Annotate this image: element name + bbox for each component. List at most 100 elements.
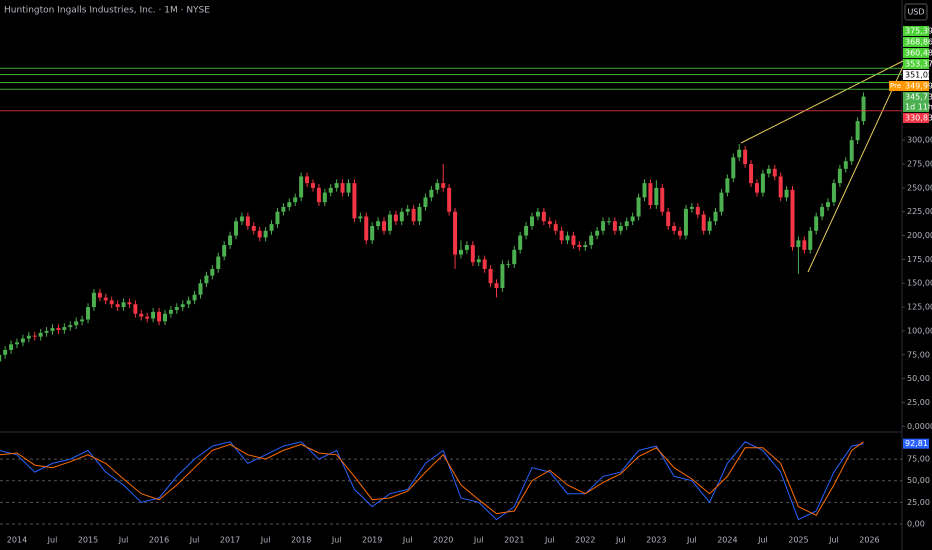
candle-body: [672, 226, 677, 231]
candle-body: [56, 328, 61, 330]
candle-body: [281, 206, 286, 212]
candle-body: [766, 168, 771, 174]
candle-body: [796, 240, 801, 247]
candle-body: [589, 235, 594, 246]
candle-body: [376, 221, 381, 227]
candle-body: [180, 304, 185, 308]
y-tick-label: 0,00: [907, 519, 925, 528]
candle-body: [535, 211, 540, 217]
candle-body: [524, 226, 529, 236]
candle-body: [447, 187, 452, 212]
price-label: 375,39: [905, 27, 932, 36]
candle-body: [648, 183, 653, 206]
price-label-box: [903, 70, 929, 80]
candle-body: [553, 224, 558, 231]
candle-body: [541, 211, 546, 222]
candle-body: [808, 230, 813, 250]
candle-body: [683, 208, 688, 236]
price-label: 353,37: [905, 60, 932, 69]
x-tick-label: Jul: [615, 536, 626, 545]
x-tick-label: Jul: [260, 536, 271, 545]
candle-body: [760, 173, 765, 193]
candle-body: [103, 297, 108, 301]
candle-body: [145, 316, 150, 319]
candle-body: [518, 235, 523, 250]
y-tick-label: 100,00: [907, 326, 932, 335]
candle-body: [571, 235, 576, 246]
candle-body: [228, 235, 233, 246]
countdown: 1d 11h: [905, 103, 932, 112]
currency[interactable]: USD: [907, 8, 924, 17]
countdown-box: [903, 102, 929, 112]
candle-body: [364, 216, 369, 241]
candle-body: [287, 202, 292, 207]
candle-body: [476, 259, 481, 263]
candle-body: [731, 157, 736, 179]
candle-body: [429, 189, 434, 198]
candle-body: [50, 328, 55, 331]
candle-body: [707, 221, 712, 231]
price-label-box: [903, 113, 929, 123]
candle-body: [577, 245, 582, 247]
candle-body: [133, 304, 138, 314]
x-tick-label: 2022: [575, 536, 595, 545]
candle-body: [790, 189, 795, 247]
candle-body: [204, 275, 209, 284]
price-tag: Pre: [890, 82, 901, 90]
candle-body: [435, 183, 440, 190]
candle-body: [417, 206, 422, 222]
candle-body: [198, 283, 203, 295]
candle-body: [74, 321, 79, 326]
candle-body: [0, 354, 2, 362]
candle-body: [725, 178, 730, 193]
candle-body: [826, 202, 831, 207]
price-label: 349,99: [905, 82, 932, 91]
x-tick-label: 2018: [291, 536, 311, 545]
currency-box[interactable]: [904, 3, 928, 21]
candle-body: [9, 344, 14, 350]
candle-body: [743, 149, 748, 165]
x-tick-label: 2020: [433, 536, 453, 545]
candle-body: [216, 256, 221, 269]
candle-body: [157, 311, 162, 322]
candle-body: [151, 311, 156, 319]
candle-body: [802, 240, 807, 250]
candle-body: [293, 197, 298, 203]
y-tick-label: 225,00: [907, 207, 932, 216]
x-tick-label: Jul: [544, 536, 555, 545]
candle-body: [861, 96, 866, 122]
x-tick-label: 2019: [362, 536, 382, 545]
candle-body: [20, 338, 25, 343]
candle-body: [127, 302, 132, 305]
candle-body: [370, 226, 375, 241]
candle-body: [636, 197, 641, 217]
candle-body: [91, 292, 96, 308]
candle-body: [666, 211, 671, 227]
price-label-box: [903, 92, 929, 102]
y-tick-label: 25,00: [907, 498, 930, 507]
candle-body: [210, 268, 215, 276]
stoch-line: [0, 441, 864, 521]
y-tick-label: 0,0000: [907, 422, 932, 431]
candle-body: [754, 183, 759, 193]
x-tick-label: 2023: [646, 536, 666, 545]
y-tick-label: 275,00: [907, 160, 932, 169]
trend-line: [807, 61, 906, 273]
candle-body: [174, 307, 179, 310]
candle-body: [239, 216, 244, 222]
candle-body: [68, 325, 73, 328]
candle-body: [168, 309, 173, 314]
price-label: 330,83: [905, 114, 932, 123]
y-tick-label: 50,00: [907, 374, 930, 383]
candle-body: [749, 164, 754, 184]
candle-body: [305, 176, 310, 184]
candle-body: [606, 221, 611, 223]
candle-body: [80, 319, 85, 322]
candle-body: [423, 197, 428, 207]
trend-line: [740, 59, 906, 144]
candle-body: [411, 208, 416, 222]
candle-body: [778, 176, 783, 198]
x-tick-label: 2016: [149, 536, 169, 545]
